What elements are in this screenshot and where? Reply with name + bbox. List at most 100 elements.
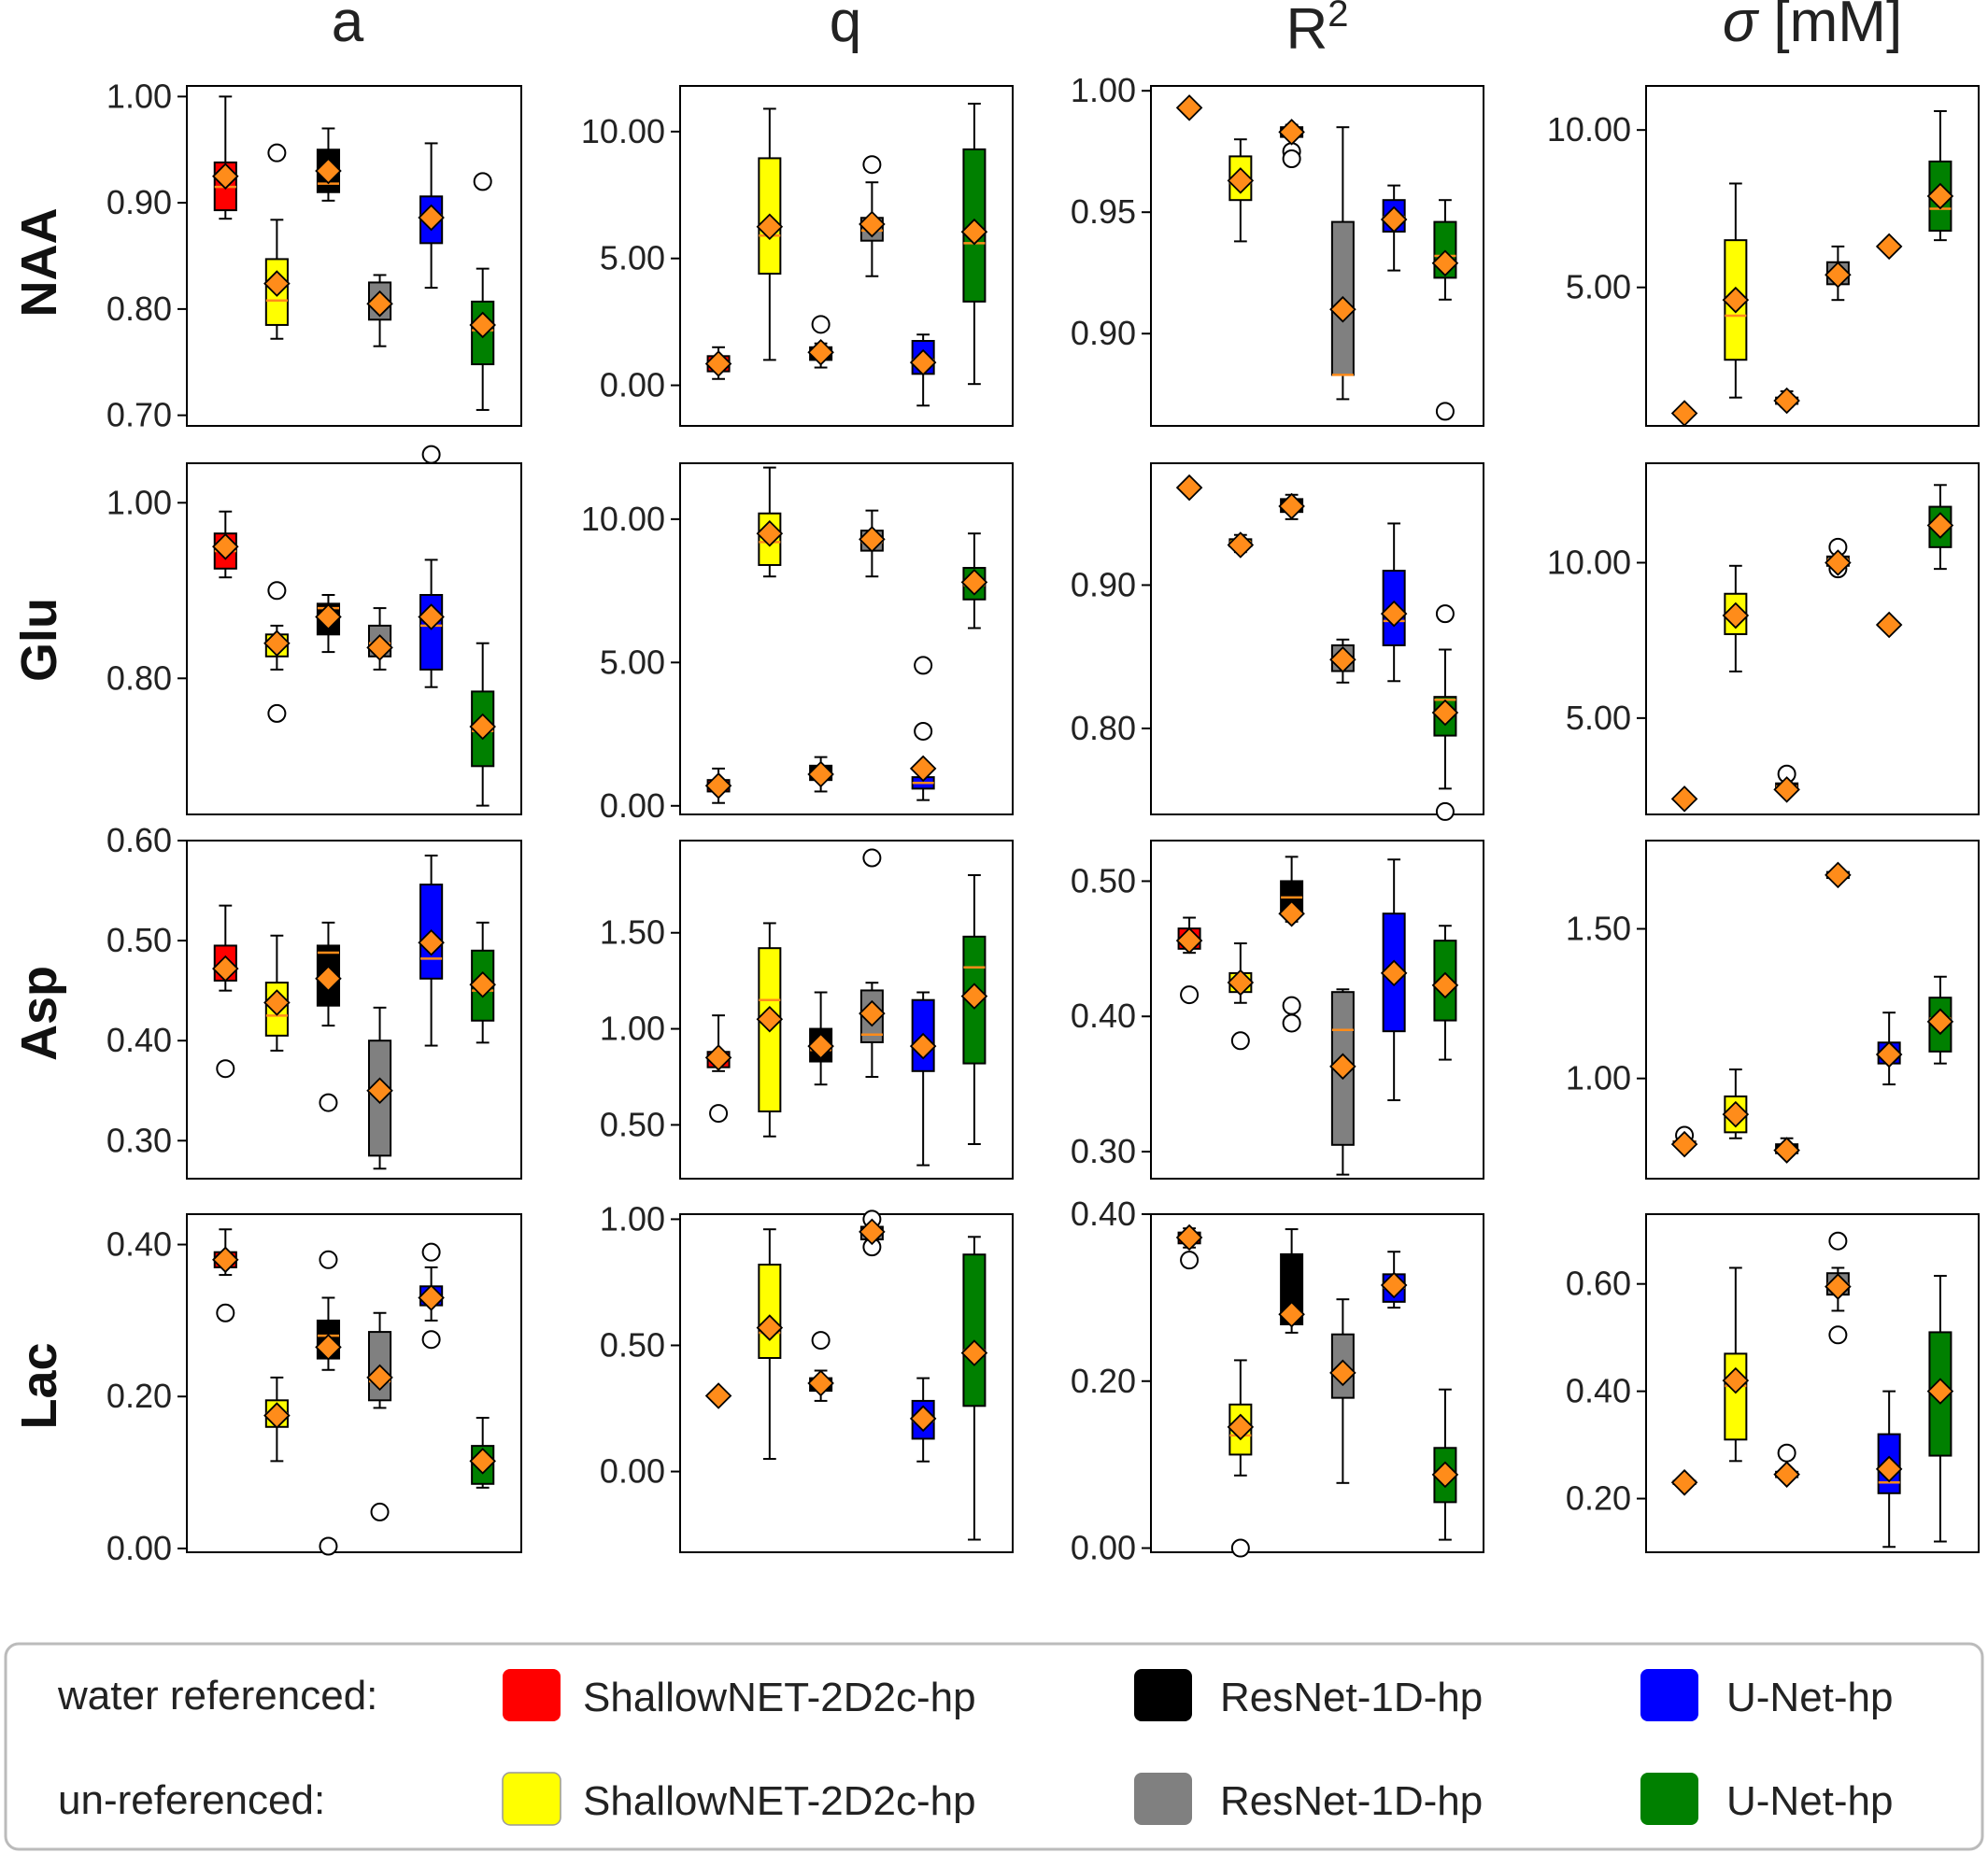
panel-glu-sigma-box-u-net-hp-water-referenced-mean-marker [1875,611,1903,639]
panel-asp-a-box-resnet-1d-hp-water-referenced [315,921,342,1112]
panel-lac-r2-box-u-net-hp-un-referenced-mean-marker [1431,1461,1459,1489]
panel-naa-q-box-u-net-hp-water-referenced-mean-marker [909,348,937,376]
panel-lac-sigma-box-resnet-1d-hp-water-referenced-mean-marker [1773,1461,1800,1488]
panel-lac-q-box-shallownet-2d2c-hp-water-referenced-mean-marker [704,1382,732,1409]
panel-asp-r2: 0.30 0.40 0.50 [1071,840,1484,1180]
panel-lac-r2-frame [1150,1213,1484,1553]
panel-naa-q-box-shallownet-2d2c-hp-un-referenced [756,107,784,361]
panel-naa-q-box-resnet-1d-hp-un-referenced [859,155,886,277]
panel-glu-a-box-resnet-1d-hp-un-referenced-mean-marker [366,634,393,661]
panel-asp-a-tick-label: 0.40 [106,1021,172,1059]
panel-glu-a-tick-label: 0.80 [106,658,172,697]
panel-asp-q-box-resnet-1d-hp-water-referenced-mean-marker [807,1032,834,1060]
panel-glu-a-box-shallownet-2d2c-hp-un-referenced-outlier [267,581,287,601]
panel-glu-r2-box-resnet-1d-hp-un-referenced [1329,638,1356,684]
panel-lac-a-box-resnet-1d-hp-water-referenced-outlier [319,1250,338,1269]
panel-lac-sigma-box-resnet-1d-hp-un-referenced-outlier [1828,1325,1848,1345]
panel-lac-r2-box-shallownet-2d2c-hp-un-referenced-mean-marker [1227,1413,1255,1441]
panel-asp-r2-box-resnet-1d-hp-water-referenced-outlier [1282,1013,1301,1033]
panel-lac-sigma-box-resnet-1d-hp-un-referenced [1825,1231,1852,1345]
panel-asp-r2-frame [1150,840,1484,1180]
panel-lac-sigma-box-resnet-1d-hp-un-referenced-mean-marker [1825,1273,1852,1300]
panel-glu-a-box-resnet-1d-hp-water-referenced-mean-marker [315,603,342,630]
panel-glu-q-box-resnet-1d-hp-un-referenced [859,509,886,578]
panel-lac-r2-box-resnet-1d-hp-water-referenced [1278,1228,1305,1334]
legend-label-shallownet-unref: ShallowNET-2D2c-hp [583,1778,976,1824]
panel-glu-a-box-u-net-hp-un-referenced-mean-marker [469,713,496,741]
panel-naa-sigma-box-u-net-hp-un-referenced [1926,109,1954,242]
panel-lac-q-tick-label: 0.50 [600,1325,665,1364]
panel-glu-q-box-u-net-hp-water-referenced-mean-marker [909,755,937,783]
panel-glu-r2-box-u-net-hp-un-referenced-outlier [1435,801,1455,821]
panel-asp-r2-box-u-net-hp-un-referenced-mean-marker [1431,971,1459,999]
panel-asp-sigma-box-shallownet-2d2c-hp-water-referenced [1670,1125,1698,1158]
panel-lac-r2-box-u-net-hp-water-referenced-mean-marker [1380,1271,1408,1299]
legend: water referenced: un-referenced: Shallow… [4,1642,1984,1851]
panel-asp-a-box-u-net-hp-water-referenced [418,855,445,1047]
panel-asp-r2-box-shallownet-2d2c-hp-un-referenced [1227,942,1255,1051]
panel-naa-r2-box-resnet-1d-hp-water-referenced-mean-marker [1278,119,1305,146]
panel-lac-q-box-resnet-1d-hp-water-referenced [807,1331,834,1402]
panel-lac-q-box-shallownet-2d2c-hp-un-referenced [756,1228,784,1461]
panel-glu-a-box-shallownet-2d2c-hp-water-referenced-mean-marker [212,533,239,560]
panel-lac-r2: 0.00 0.20 0.40 [1071,1195,1484,1567]
panel-lac-sigma-box-shallownet-2d2c-hp-water-referenced [1670,1469,1698,1496]
panel-lac-sigma-box-shallownet-2d2c-hp-un-referenced-mean-marker [1722,1366,1750,1394]
panel-asp-sigma-box-shallownet-2d2c-hp-un-referenced [1722,1068,1750,1139]
panel-naa-sigma-box-u-net-hp-un-referenced-mean-marker [1926,182,1954,210]
panel-lac-q-box-u-net-hp-un-referenced-mean-marker [960,1339,988,1366]
panel-naa-q-box-resnet-1d-hp-water-referenced-mean-marker [807,338,834,366]
panel-asp-sigma-box-u-net-hp-water-referenced-mean-marker [1875,1040,1903,1068]
panel-glu-q-box-u-net-hp-un-referenced [960,532,988,629]
panel-lac-r2-box-resnet-1d-hp-water-referenced-mean-marker [1278,1300,1305,1328]
panel-glu-r2-box-shallownet-2d2c-hp-un-referenced-mean-marker [1227,531,1255,559]
panel-asp-q-box-resnet-1d-hp-un-referenced [859,848,886,1078]
panel-naa-r2-box-shallownet-2d2c-hp-water-referenced [1175,94,1203,121]
panel-naa-r2-box-shallownet-2d2c-hp-un-referenced-mean-marker [1227,167,1255,194]
panel-glu-a-box-shallownet-2d2c-hp-un-referenced-outlier [267,703,287,723]
panel-lac-a-box-resnet-1d-hp-water-referenced-outlier [319,1536,338,1556]
panel-naa-a-box-resnet-1d-hp-un-referenced-mean-marker [366,290,393,318]
panel-lac-a-tick-label: 0.40 [106,1225,172,1264]
panel-lac-a-box-shallownet-2d2c-hp-un-referenced-mean-marker [263,1402,291,1429]
panel-lac-a-box-resnet-1d-hp-un-referenced-outlier [370,1502,390,1521]
panel-asp-a-box-resnet-1d-hp-water-referenced-mean-marker [315,965,342,993]
panel-naa-q-box-shallownet-2d2c-hp-water-referenced [704,346,732,380]
panel-glu-sigma-box-u-net-hp-un-referenced-mean-marker [1926,512,1954,539]
panel-asp-q-box-u-net-hp-un-referenced-mean-marker [960,983,988,1010]
panel-asp-a-box-shallownet-2d2c-hp-water-referenced-mean-marker [212,955,239,983]
panel-asp-a-box-resnet-1d-hp-water-referenced-outlier [319,1093,338,1112]
panel-glu-r2-box-u-net-hp-un-referenced [1431,604,1459,821]
panel-glu-r2-box-resnet-1d-hp-water-referenced [1278,492,1305,520]
panel-naa-a-box-resnet-1d-hp-un-referenced [366,274,393,347]
panel-glu-q-box-shallownet-2d2c-hp-water-referenced-mean-marker [704,772,732,799]
legend-swatch-shallownet-unref [502,1772,561,1826]
panel-naa-r2-box-u-net-hp-un-referenced-mean-marker [1431,249,1459,277]
panel-naa-r2-box-u-net-hp-water-referenced [1380,184,1408,272]
panel-naa-q-box-shallownet-2d2c-hp-water-referenced-mean-marker [704,350,732,377]
panel-asp-r2-box-shallownet-2d2c-hp-un-referenced-mean-marker [1227,969,1255,997]
panel-lac-r2-tick-label: 0.00 [1071,1529,1136,1567]
panel-naa-a-box-shallownet-2d2c-hp-water-referenced [212,95,239,220]
panel-lac-a-tick-label: 0.20 [106,1377,172,1415]
panel-asp-q-box-resnet-1d-hp-water-referenced [807,991,834,1086]
panel-lac-a-box-shallownet-2d2c-hp-water-referenced-outlier [216,1303,235,1323]
panel-lac-sigma-tick-label: 0.20 [1566,1479,1631,1518]
legend-row-label-unref: un-referenced: [58,1777,325,1823]
panel-naa-q-box-resnet-1d-hp-water-referenced-outlier [811,315,831,334]
panel-lac-r2-box-shallownet-2d2c-hp-water-referenced-mean-marker [1175,1224,1203,1252]
panel-asp-a-box-u-net-hp-un-referenced-mean-marker [469,970,496,998]
panel-lac-sigma-frame [1645,1213,1980,1553]
panel-asp-q-box-shallownet-2d2c-hp-water-referenced-mean-marker [704,1044,732,1071]
panel-asp-a-box-resnet-1d-hp-un-referenced-mean-marker [366,1077,393,1105]
panel-asp-a-box-shallownet-2d2c-hp-un-referenced-mean-marker [263,989,291,1016]
panel-naa-a-box-u-net-hp-un-referenced-mean-marker [469,311,496,339]
panel-asp-a-box-shallownet-2d2c-hp-un-referenced [263,934,291,1052]
panel-lac-r2-tick-label: 0.20 [1071,1362,1136,1400]
panel-asp-r2-box-shallownet-2d2c-hp-water-referenced-mean-marker [1175,926,1203,955]
panel-lac-q-box-shallownet-2d2c-hp-water-referenced [704,1382,732,1409]
panel-naa-a-tick-label: 0.90 [106,183,172,221]
panel-glu-a-box-resnet-1d-hp-water-referenced [315,594,342,654]
panel-asp-q-box-resnet-1d-hp-un-referenced-outlier [862,848,882,868]
